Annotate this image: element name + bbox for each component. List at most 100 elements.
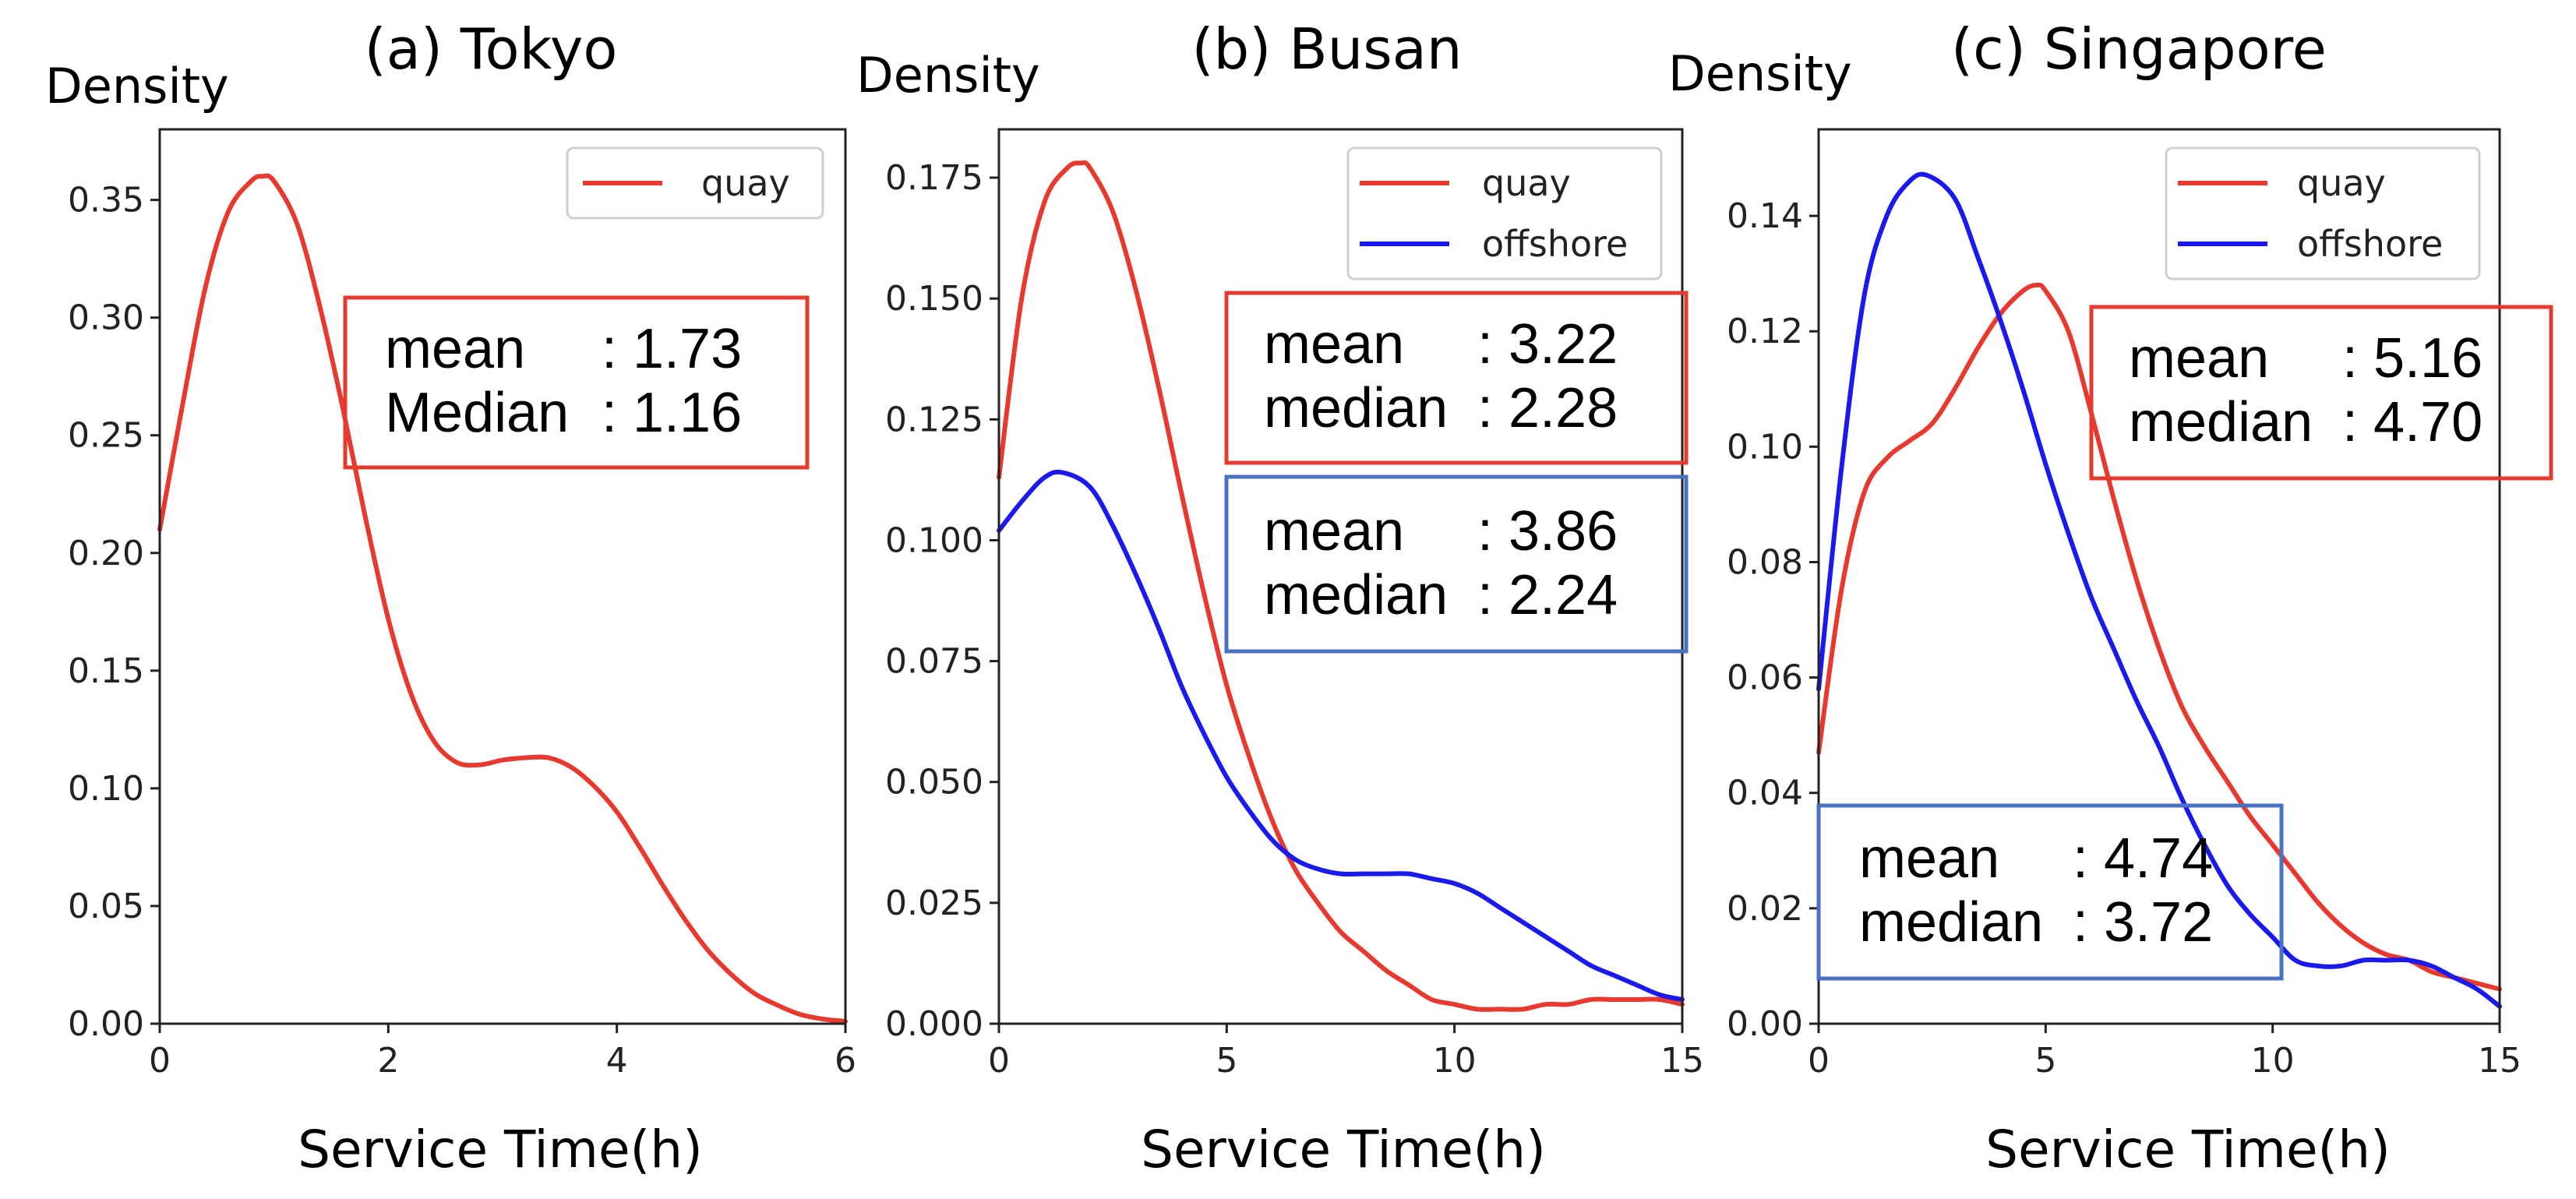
- stats-box-frame: [1224, 474, 1689, 654]
- stat-label-median: median: [2129, 391, 2313, 453]
- legend: quay offshore: [1346, 146, 1663, 280]
- stats-box-quay: mean : 1.73 Median : 1.16: [343, 295, 810, 470]
- y-tick-label: 0.025: [885, 883, 983, 923]
- panel-busan: (b) Busan Density Service Time(h) 0 5 10 15…: [856, 16, 1704, 1180]
- plot-frame: [1817, 128, 2501, 1025]
- y-tick-label: 0.14: [1727, 196, 1803, 236]
- y-tick-label: 0.10: [1727, 427, 1803, 467]
- x-tick-label: 15: [1660, 1041, 1704, 1081]
- stats-box-frame: [1816, 803, 2284, 981]
- x-tick-label: 0: [988, 1041, 1010, 1081]
- stat-value-median: : 1.16: [602, 382, 742, 444]
- y-tick-label: 0.10: [68, 769, 144, 809]
- stat-label-median: median: [1264, 377, 1448, 439]
- y-tick-label: 0.00: [68, 1004, 144, 1044]
- y-tick-label: 0.02: [1727, 889, 1803, 929]
- y-axis-label: Density: [1668, 45, 1852, 102]
- stat-value-mean: : 4.74: [2073, 827, 2213, 890]
- panel-title: (b) Busan: [1191, 16, 1462, 82]
- stat-label-mean: mean: [385, 318, 525, 380]
- legend-label-offshore: offshore: [1482, 223, 1628, 265]
- density-curve-quay: [157, 173, 848, 1024]
- stat-value-median: : 2.24: [1477, 564, 1618, 626]
- stats-box-offshore: mean : 3.86 median : 2.24: [1224, 474, 1689, 654]
- y-tick-label: 0.075: [885, 642, 983, 682]
- y-tick-label: 0.06: [1727, 658, 1803, 698]
- legend-label-quay: quay: [2297, 162, 2386, 204]
- panel-title: (c) Singapore: [1951, 16, 2327, 82]
- stats-box-frame: [1224, 291, 1689, 465]
- y-tick-label: 0.25: [68, 416, 144, 456]
- y-axis-label: Density: [45, 58, 229, 115]
- x-axis-label: Service Time(h): [1141, 1120, 1546, 1180]
- legend-frame: [566, 146, 824, 220]
- stat-label-median: median: [1264, 564, 1448, 626]
- legend-label-quay: quay: [701, 162, 790, 204]
- plot-frame: [997, 128, 1684, 1025]
- density-curve-offshore: [1816, 171, 2502, 1009]
- stat-label-mean: mean: [1264, 313, 1404, 376]
- stat-value-median: : 3.72: [2073, 891, 2213, 954]
- x-axis-label: Service Time(h): [1985, 1120, 2391, 1180]
- curve-layer: [157, 173, 848, 1024]
- stats-box-frame: [343, 295, 810, 470]
- y-tick-label: 0.05: [68, 887, 144, 926]
- y-tick-label: 0.050: [885, 763, 983, 802]
- stat-value-median: : 2.28: [1477, 377, 1618, 439]
- x-tick-label: 10: [2251, 1041, 2295, 1081]
- panel-tokyo: (a) Tokyo Density Service Time(h) 0 2 4 6 0.…: [45, 16, 856, 1180]
- x-tick-label: 10: [1433, 1041, 1477, 1081]
- y-tick-label: 0.175: [885, 158, 983, 198]
- stat-value-mean: : 1.73: [602, 318, 742, 380]
- y-tick-label: 0.00: [1727, 1004, 1803, 1044]
- y-tick-label: 0.20: [68, 534, 144, 573]
- stats-box-quay: mean : 5.16 median : 4.70: [2089, 305, 2553, 481]
- panel-title: (a) Tokyo: [365, 16, 618, 82]
- x-tick-label: 6: [835, 1041, 856, 1081]
- stat-label-mean: mean: [2129, 327, 2269, 390]
- y-tick-label: 0.150: [885, 279, 983, 319]
- x-axis-label: Service Time(h): [298, 1120, 703, 1180]
- stat-value-median: : 4.70: [2342, 391, 2482, 453]
- curve-layer: [1816, 171, 2502, 1009]
- stat-label-mean: mean: [1859, 827, 1999, 890]
- tick-layer: 0 5 10 15 0.000 0.025 0.050 0.075 0.100 0.125 0.15…: [885, 158, 1704, 1081]
- plot-frame: [158, 128, 847, 1025]
- tick-layer: 0 5 10 15 0.00 0.02 0.04 0.06 0.08 0.10 0.12 0.14: [1727, 196, 2521, 1081]
- y-tick-label: 0.125: [885, 400, 983, 439]
- legend-label-offshore: offshore: [2297, 223, 2443, 265]
- y-tick-label: 0.15: [68, 651, 144, 691]
- y-tick-label: 0.000: [885, 1004, 983, 1044]
- x-tick-label: 0: [149, 1041, 171, 1081]
- x-tick-label: 15: [2478, 1041, 2521, 1081]
- x-tick-label: 2: [377, 1041, 399, 1081]
- legend-label-quay: quay: [1482, 162, 1571, 204]
- stat-label-median: Median: [385, 382, 569, 444]
- y-axis-label: Density: [856, 47, 1040, 104]
- y-tick-label: 0.08: [1727, 542, 1803, 582]
- y-tick-label: 0.35: [68, 181, 144, 220]
- y-tick-label: 0.100: [885, 520, 983, 560]
- y-tick-label: 0.12: [1727, 312, 1803, 351]
- curve-layer: [997, 160, 1685, 1012]
- stats-box-quay: mean : 3.22 median : 2.28: [1224, 291, 1689, 465]
- x-tick-label: 5: [2034, 1041, 2056, 1081]
- x-tick-label: 0: [1808, 1041, 1830, 1081]
- x-tick-label: 5: [1216, 1041, 1237, 1081]
- legend: quay offshore: [2165, 146, 2481, 280]
- density-curve-quay: [1816, 282, 2502, 992]
- density-curve-quay: [997, 160, 1685, 1012]
- legend: quay: [566, 146, 824, 220]
- stats-box-offshore: mean : 4.74 median : 3.72: [1816, 803, 2284, 981]
- panel-singapore: (c) Singapore Density Service Time(h) 0 5…: [1668, 16, 2553, 1180]
- stat-label-mean: mean: [1264, 500, 1404, 562]
- stat-label-median: median: [1859, 891, 2043, 954]
- tick-layer: 0 2 4 6 0.00 0.05 0.10 0.15 0.20 0.25 0.30 0.35: [68, 181, 856, 1081]
- density-curve-offshore: [997, 469, 1685, 1002]
- y-tick-label: 0.30: [68, 298, 144, 338]
- y-tick-label: 0.04: [1727, 774, 1803, 813]
- stats-box-frame: [2089, 305, 2553, 481]
- stat-value-mean: : 5.16: [2342, 327, 2482, 390]
- stat-value-mean: : 3.86: [1477, 500, 1618, 562]
